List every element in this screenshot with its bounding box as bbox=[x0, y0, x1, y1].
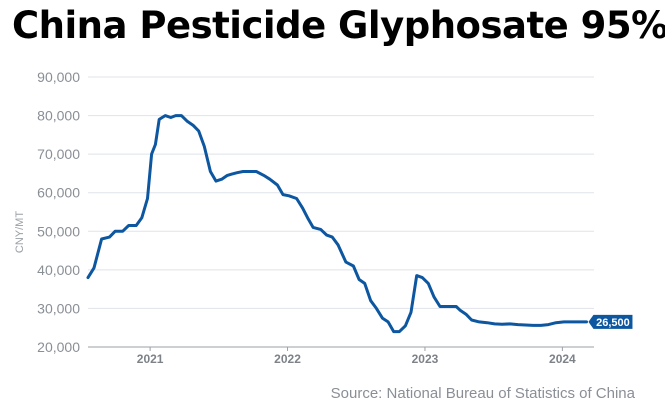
y-axis-label: CNY/MT bbox=[14, 211, 26, 253]
end-value-label-bg bbox=[588, 314, 633, 329]
y-tick-label: 40,000 bbox=[37, 262, 80, 278]
y-tick-label: 20,000 bbox=[37, 339, 80, 355]
y-tick-label: 50,000 bbox=[37, 223, 80, 239]
end-value-label-text: 26,500 bbox=[596, 317, 630, 329]
series-line bbox=[86, 114, 588, 334]
y-tick-label: 60,000 bbox=[37, 185, 80, 201]
x-tick-label: 2023 bbox=[412, 352, 439, 366]
x-tick-label: 2022 bbox=[274, 352, 301, 366]
x-tick-label: 2021 bbox=[137, 352, 164, 366]
y-tick-label: 90,000 bbox=[37, 69, 80, 85]
end-value-label: 26,500 bbox=[588, 314, 633, 329]
gridlines bbox=[88, 76, 594, 309]
y-tick-label: 80,000 bbox=[37, 108, 80, 124]
chart-title: China Pesticide Glyphosate 95% bbox=[12, 4, 665, 47]
x-tick-label: 2024 bbox=[549, 352, 576, 366]
source-note: Source: National Bureau of Statistics of… bbox=[330, 385, 635, 402]
x-axis-ticks: 2021 2022 2023 2024 bbox=[137, 347, 576, 366]
y-tick-label: 30,000 bbox=[37, 300, 80, 316]
y-tick-label: 70,000 bbox=[37, 146, 80, 162]
y-axis-ticks: 20,000 30,000 40,000 50,000 60,000 70,000 80,0… bbox=[37, 69, 80, 355]
